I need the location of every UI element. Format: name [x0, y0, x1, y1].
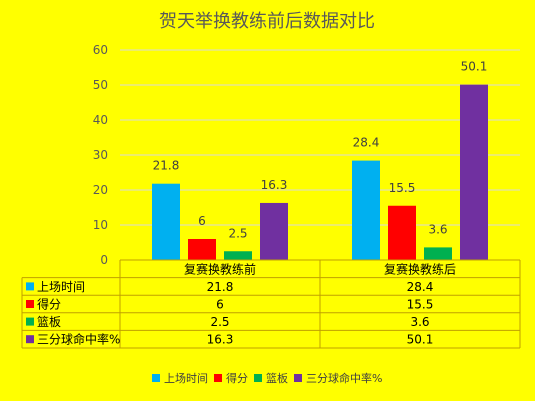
table-cell: 28.4	[407, 280, 434, 294]
table-series-marker	[26, 282, 34, 291]
bar	[352, 160, 380, 260]
table-series-name: 篮板	[37, 314, 61, 329]
legend-marker	[254, 374, 262, 382]
bar	[260, 202, 288, 260]
data-label: 3.6	[428, 222, 447, 236]
data-labels: 21.8 28.4 6 15.5 2.5 3.6 16.3 50.1	[153, 60, 488, 241]
y-axis: 0 10 20 30 40 50 60	[93, 43, 108, 267]
y-tick-label: 60	[93, 43, 108, 57]
table-cell: 15.5	[407, 298, 434, 312]
table-category-header: 复赛换教练前	[184, 261, 256, 276]
table-series-name: 上场时间	[37, 280, 85, 294]
table-cell: 2.5	[210, 315, 229, 329]
legend-marker	[152, 374, 160, 382]
data-label: 50.1	[461, 60, 488, 74]
bar	[388, 205, 416, 260]
legend: 上场时间 得分 篮板 三分球命中率%	[152, 371, 382, 385]
y-tick-label: 40	[93, 113, 108, 127]
bar	[460, 84, 488, 261]
data-label: 16.3	[261, 178, 288, 192]
y-tick-label: 0	[100, 253, 108, 267]
bar	[188, 239, 216, 260]
legend-label: 上场时间	[164, 371, 208, 385]
y-tick-label: 30	[93, 148, 108, 162]
table-series-marker	[26, 335, 34, 344]
bar	[152, 183, 180, 260]
table-series-marker	[26, 300, 34, 308]
table-series-name: 三分球命中率%	[37, 332, 120, 347]
table-category-header: 复赛换教练后	[384, 261, 456, 276]
y-tick-label: 50	[93, 78, 108, 92]
bar	[424, 247, 452, 260]
table-cell: 3.6	[410, 315, 429, 329]
table-series-marker	[26, 317, 34, 326]
data-label: 2.5	[228, 226, 247, 240]
y-tick-label: 20	[93, 183, 108, 197]
bar	[224, 251, 252, 260]
y-tick-label: 10	[93, 218, 108, 232]
legend-marker	[214, 374, 222, 382]
data-label: 28.4	[353, 136, 380, 150]
legend-label: 得分	[226, 372, 248, 385]
table-cell: 21.8	[207, 280, 234, 294]
table-cell: 6	[216, 298, 224, 312]
legend-label: 篮板	[266, 371, 288, 385]
bars	[152, 84, 488, 261]
data-label: 15.5	[389, 181, 416, 195]
data-label: 21.8	[153, 159, 180, 173]
table-cell: 16.3	[207, 333, 234, 347]
table-cell: 50.1	[407, 333, 434, 347]
data-label: 6	[198, 214, 206, 228]
legend-label: 三分球命中率%	[306, 371, 382, 385]
legend-marker	[294, 374, 302, 382]
chart-title: 贺天举换教练前后数据对比	[159, 11, 375, 32]
gridlines	[120, 49, 520, 226]
table-series-name: 得分	[37, 297, 61, 312]
